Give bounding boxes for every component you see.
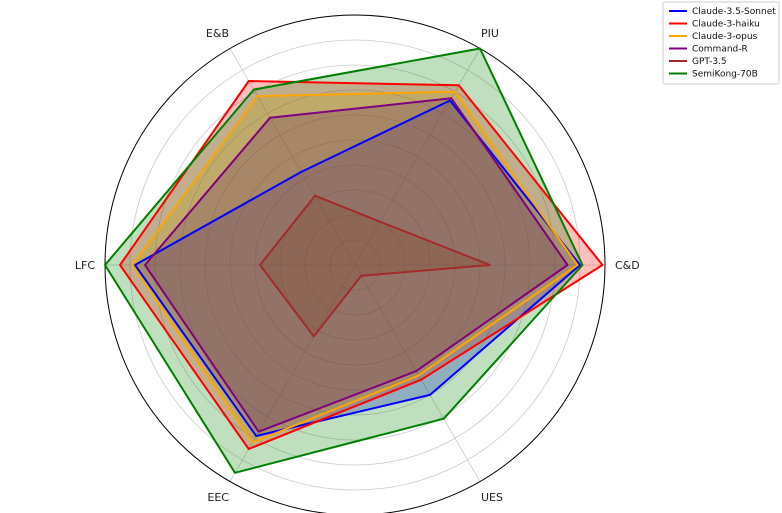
- axis-label-5: UES: [481, 491, 503, 504]
- legend-label-1: Claude-3-haiku: [692, 20, 760, 30]
- legend-label-4: GPT-3.5: [692, 57, 727, 67]
- axis-label-0: C&D: [615, 259, 640, 272]
- legend-label-3: Command-R: [692, 45, 748, 55]
- series-line-4: [259, 194, 491, 338]
- axis-label-1: PIU: [481, 27, 499, 40]
- radar-series: [104, 47, 604, 474]
- axis-label-2: E&B: [206, 27, 229, 40]
- series-line-5: [104, 47, 584, 474]
- series-fill-1: [120, 81, 603, 449]
- series-fill-3: [145, 98, 568, 432]
- spoke-EEC: [229, 264, 356, 482]
- series-line-0: [134, 99, 581, 437]
- spoke-UES: [354, 264, 481, 482]
- axis-labels: C&D PIU E&B LFC EEC UES: [75, 27, 640, 504]
- series-line-3: [144, 97, 569, 433]
- axis-label-3: LFC: [75, 259, 95, 272]
- series-line-2: [131, 90, 579, 444]
- legend-label-2: Claude-3-opus: [692, 32, 758, 42]
- legend-label-5: SemiKong-70B: [692, 70, 758, 80]
- axis-label-4: EEC: [207, 491, 229, 504]
- spoke-E&B: [229, 48, 356, 266]
- series-fill-2: [132, 91, 578, 443]
- legend: Claude-3.5-Sonnet Claude-3-haiku Claude-3-…: [662, 1, 780, 85]
- series-fill-0: [135, 100, 580, 436]
- legend-label-0: Claude-3.5-Sonnet: [692, 7, 776, 17]
- series-fill-4: [260, 195, 490, 337]
- legend-box: [662, 1, 780, 85]
- series-line-1: [119, 80, 604, 450]
